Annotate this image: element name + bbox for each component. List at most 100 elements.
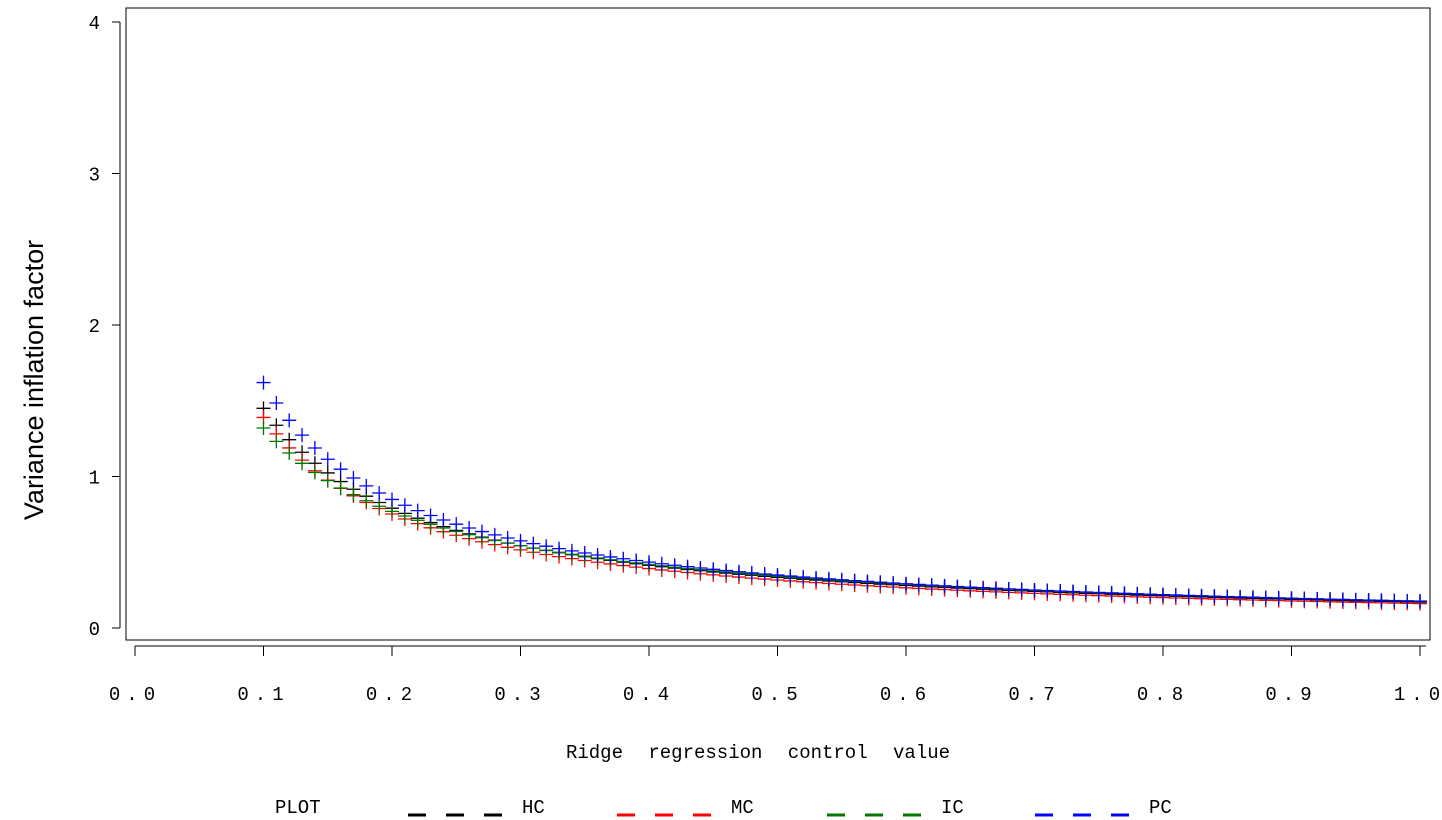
data-point-PC [513,533,528,548]
data-point-PC [757,567,772,582]
y-tick-label: 1 [89,468,100,490]
x-tick-label: 0.7 [1008,684,1060,706]
data-point-PC [436,513,451,528]
data-point-PC [809,571,824,586]
data-point-PC [1066,584,1081,599]
data-point-PC [680,559,695,574]
data-point-IC [385,504,399,519]
data-point-PC [937,578,952,593]
x-tick-label: 0.4 [623,684,675,706]
data-point-PC [1374,593,1389,608]
data-point-PC [1335,592,1350,607]
data-point-PC [1400,594,1415,609]
data-point-PC [1297,591,1312,606]
data-point-PC [1387,593,1402,608]
data-point-PC [963,580,978,595]
data-point-PC [706,562,721,577]
data-point-PC [372,486,387,501]
data-point-PC [539,539,554,554]
x-tick-label: 0.3 [494,684,546,706]
data-point-PC [629,553,644,568]
data-point-PC [1143,587,1158,602]
data-point-IC [333,481,348,496]
data-point-PC [1361,593,1376,608]
data-point-PC [564,543,579,558]
legend: PLOT HC MC IC PC [275,797,1172,819]
data-point-PC [603,549,618,564]
data-point-PC [449,517,464,532]
data-point-PC [976,580,991,595]
x-axis-label: Ridge regression control value [566,742,950,764]
data-point-PC [654,556,669,571]
data-point-PC [385,492,399,507]
data-point-IC [372,499,387,514]
data-point-PC [1040,583,1055,598]
legend-label-MC: MC [731,797,754,819]
data-point-IC [320,473,335,488]
y-axis: 0 1 2 3 4 [89,13,121,641]
data-point-PC [744,565,759,580]
x-tick-label: 0.8 [1137,684,1189,706]
legend-label-IC: IC [941,797,964,819]
data-point-PC [295,428,310,443]
legend-title: PLOT [275,797,321,819]
data-point-PC [834,572,849,587]
data-point-PC [873,575,888,590]
data-point-PC [256,375,271,390]
data-point-PC [1078,585,1093,600]
data-point-PC [988,581,1003,596]
data-point-PC [950,579,965,594]
y-tick-label: 0 [89,619,100,641]
data-point-PC [552,541,567,556]
data-point-PC [410,503,425,518]
data-point-PC [1323,592,1338,607]
data-point-PC [462,521,477,536]
y-tick-label: 4 [89,13,100,35]
data-point-IC [307,465,322,480]
y-axis-label: Variance inflation factor [19,240,49,520]
data-point-PC [346,471,361,486]
data-point-PC [1156,587,1170,602]
data-point-PC [269,396,284,411]
data-marks [256,375,1427,611]
data-point-IC [295,456,310,471]
data-point-PC [847,573,862,588]
data-point-PC [642,555,656,570]
data-point-PC [1104,585,1119,600]
data-point-PC [783,569,798,584]
data-point-PC [526,536,541,551]
data-point-PC [1053,584,1068,599]
data-point-PC [1027,582,1042,597]
data-point-PC [1284,591,1299,606]
data-point-IC [359,493,374,508]
x-tick-label: 1.0 [1394,684,1442,706]
x-tick-label: 0.9 [1265,684,1317,706]
data-point-PC [333,462,348,477]
y-tick-label: 2 [89,316,100,338]
data-point-PC [1207,589,1222,604]
data-point-PC [911,577,926,592]
data-point-IC [282,446,297,461]
data-point-PC [397,498,412,513]
data-point-PC [886,576,901,591]
data-point-PC [307,441,322,456]
data-point-PC [282,413,297,428]
data-point-PC [359,478,374,493]
data-point-PC [590,548,605,563]
data-point-PC [616,551,631,566]
data-point-PC [487,527,502,542]
legend-label-HC: HC [522,797,545,819]
legend-label-PC: PC [1149,797,1172,819]
data-point-PC [1194,588,1209,603]
data-point-PC [1413,594,1427,609]
x-tick-label: 0.2 [366,684,418,706]
data-point-PC [500,531,515,546]
data-point-PC [1001,581,1016,596]
data-point-PC [821,571,836,586]
data-point-PC [924,578,939,593]
x-tick-label: 0.6 [880,684,932,706]
x-tick-label: 0.1 [237,684,289,706]
data-point-PC [577,546,592,561]
data-point-IC [269,434,284,449]
